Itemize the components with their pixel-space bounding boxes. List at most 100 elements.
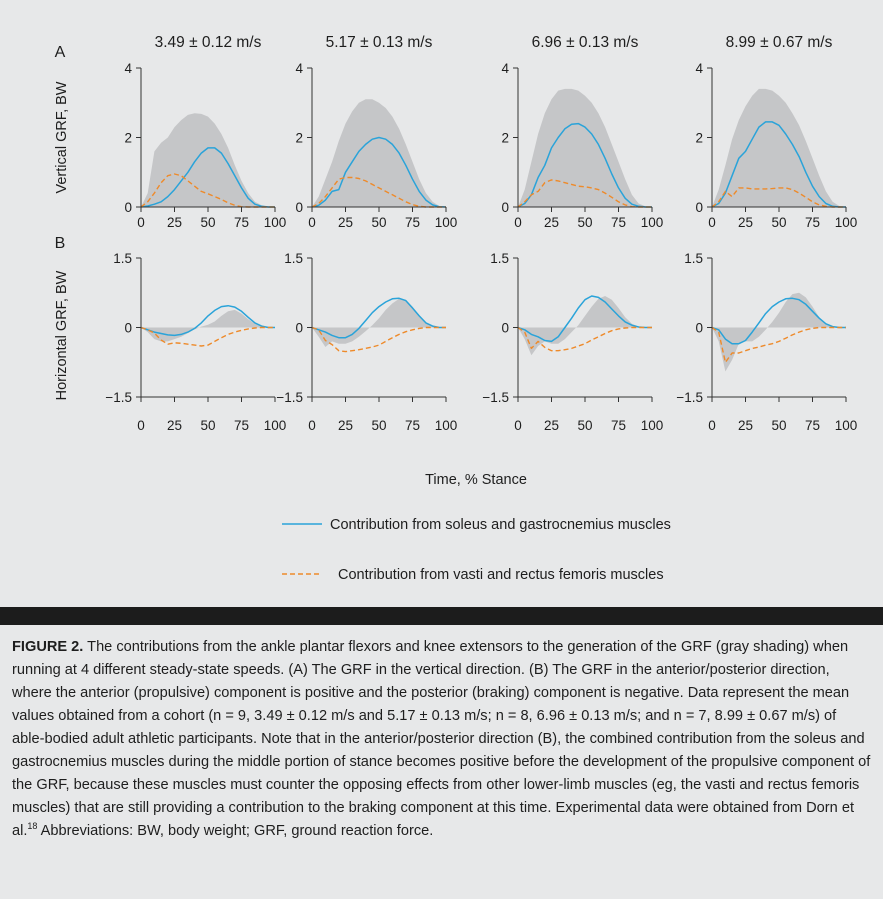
chart-a4-speed-label: 8.99 ± 0.67 m/s (726, 34, 833, 51)
chart-b2-x-tick-label: 0 (308, 418, 316, 433)
figure-canvas: 3.49 ± 0.12 m/s 0 2 4 0 25 50 75 100 Vertical GRF… (54, 34, 858, 583)
chart-b4-x-tick-label: 25 (738, 418, 753, 433)
chart-a2-x-tick-label: 75 (405, 215, 420, 230)
chart-b2-y-tick-label: 1.5 (284, 251, 303, 266)
chart-a4-x-tick-label: 75 (805, 215, 820, 230)
figure-panel: 3.49 ± 0.12 m/s 0 2 4 0 25 50 75 100 Vertical GRF… (54, 34, 858, 583)
chart-a4-y-tick-label: 4 (695, 61, 703, 76)
chart-a1-x-tick-label: 75 (234, 215, 249, 230)
chart-a1-y-tick-label: 0 (124, 200, 132, 215)
chart-b1-grf-area (141, 309, 275, 342)
chart-a4-x-tick-label: 50 (771, 215, 786, 230)
chart-a4-soleus-gastrocnemius-line (711, 121, 846, 208)
chart-a2-x-tick-label: 100 (435, 215, 458, 230)
chart-a4-x-tick-label: 100 (835, 215, 858, 230)
chart-a4-x-tick-label: 0 (708, 215, 716, 230)
chart-b3-y-tick-label: 0 (501, 321, 509, 336)
chart-a2-y-tick-label: 4 (295, 61, 303, 76)
chart-b2-x-tick-label: 50 (371, 418, 386, 433)
chart-a3-x-tick-label: 50 (577, 215, 592, 230)
chart-a3-y-tick-label: 0 (501, 200, 509, 215)
panel-label-a: A (55, 44, 66, 61)
chart-a4-y-tick-label: 0 (695, 200, 703, 215)
chart-b2-x-tick-label: 25 (338, 418, 353, 433)
chart-a4-x-tick-label: 25 (738, 215, 753, 230)
chart-a2-x-tick-label: 0 (308, 215, 316, 230)
chart-a3-x-tick-label: 25 (544, 215, 559, 230)
panel-label-b: B (55, 235, 66, 252)
chart-b2-y-tick-label: −1.5 (276, 390, 303, 405)
legend-label-2: Contribution from vasti and rectus femor… (338, 567, 664, 583)
chart-b4-x-tick-label: 100 (835, 418, 858, 433)
chart-a1-soleus-gastrocnemius-line (140, 147, 275, 208)
figure-caption: FIGURE 2. The contributions from the ank… (12, 636, 872, 843)
chart-a3-y-tick-label: 2 (501, 131, 509, 146)
chart-a4-grf-area (712, 88, 846, 207)
chart-a2-y-tick-label: 2 (295, 131, 303, 146)
chart-b4-soleus-gastrocnemius-line (711, 297, 846, 345)
chart-b4-y-tick-label: 0 (695, 321, 703, 336)
x-axis-title: Time, % Stance (425, 472, 527, 488)
chart-b4-x-tick-label: 50 (771, 418, 786, 433)
chart-a3-speed-label: 6.96 ± 0.13 m/s (532, 34, 639, 51)
chart-b4-x-tick-label: 0 (708, 418, 716, 433)
figure-label: FIGURE 2. (12, 639, 84, 655)
chart-b4-y-tick-label: −1.5 (676, 390, 703, 405)
chart-b3-x-tick-label: 0 (514, 418, 522, 433)
chart-b3-x-tick-label: 50 (577, 418, 592, 433)
chart-b1-x-tick-label: 100 (264, 418, 287, 433)
caption-divider (0, 607, 883, 625)
chart-b1-y-tick-label: 0 (124, 321, 132, 336)
chart-a2-x-tick-label: 25 (338, 215, 353, 230)
y-axis-title-a: Vertical GRF, BW (54, 81, 70, 193)
chart-a1-grf-area (141, 113, 275, 207)
chart-a3-soleus-gastrocnemius-line (517, 122, 652, 208)
chart-a4-y-tick-label: 2 (695, 131, 703, 146)
caption-text-end: Abbreviations: BW, body weight; GRF, gro… (37, 823, 434, 839)
chart-a1-vasti-rectus-femoris-line (140, 173, 275, 208)
chart-b4-x-tick-label: 75 (805, 418, 820, 433)
chart-b3-x-tick-label: 75 (611, 418, 626, 433)
chart-b3-y-tick-label: −1.5 (482, 390, 509, 405)
chart-a2-speed-label: 5.17 ± 0.13 m/s (326, 34, 433, 51)
chart-a2-y-tick-label: 0 (295, 200, 303, 215)
chart-a3-x-tick-label: 75 (611, 215, 626, 230)
chart-a1-x-tick-label: 100 (264, 215, 287, 230)
chart-a1-x-tick-label: 50 (200, 215, 215, 230)
legend-label-1: Contribution from soleus and gastrocnemi… (330, 517, 671, 533)
chart-a1-speed-label: 3.49 ± 0.12 m/s (155, 34, 262, 51)
chart-a2-x-tick-label: 50 (371, 215, 386, 230)
chart-b2-soleus-gastrocnemius-line (311, 297, 446, 339)
chart-b2-x-tick-label: 75 (405, 418, 420, 433)
chart-a3-x-tick-label: 100 (641, 215, 664, 230)
chart-a1-y-tick-label: 2 (124, 131, 132, 146)
chart-a3-x-tick-label: 0 (514, 215, 522, 230)
caption-text: The contributions from the ankle plantar… (12, 639, 871, 839)
chart-b3-grf-area (518, 296, 652, 356)
chart-b4-vasti-rectus-femoris-line (711, 326, 846, 363)
chart-b2-grf-area (312, 298, 446, 347)
chart-b1-soleus-gastrocnemius-line (140, 304, 275, 337)
chart-b3-y-tick-label: 1.5 (490, 251, 509, 266)
chart-b1-x-tick-label: 75 (234, 418, 249, 433)
chart-a1-x-tick-label: 25 (167, 215, 182, 230)
chart-a2-soleus-gastrocnemius-line (311, 136, 447, 208)
chart-b3-x-tick-label: 100 (641, 418, 664, 433)
chart-b1-vasti-rectus-femoris-line (140, 326, 275, 347)
chart-a3-y-tick-label: 4 (501, 61, 509, 76)
chart-b1-y-tick-label: 1.5 (113, 251, 132, 266)
chart-a1-y-tick-label: 4 (124, 61, 132, 76)
chart-b1-y-tick-label: −1.5 (105, 390, 132, 405)
chart-a4-vasti-rectus-femoris-line (711, 187, 846, 208)
chart-a3-grf-area (518, 88, 652, 207)
chart-b1-x-tick-label: 0 (137, 418, 145, 433)
caption-reference: 18 (27, 821, 38, 832)
y-axis-title-b: Horizontal GRF, BW (54, 270, 70, 400)
chart-b4-y-tick-label: 1.5 (684, 251, 703, 266)
chart-a1-x-tick-label: 0 (137, 215, 145, 230)
chart-b1-x-tick-label: 25 (167, 418, 182, 433)
chart-b4-grf-area (712, 292, 846, 372)
chart-b2-x-tick-label: 100 (435, 418, 458, 433)
chart-b3-soleus-gastrocnemius-line (517, 295, 652, 343)
chart-b3-x-tick-label: 25 (544, 418, 559, 433)
